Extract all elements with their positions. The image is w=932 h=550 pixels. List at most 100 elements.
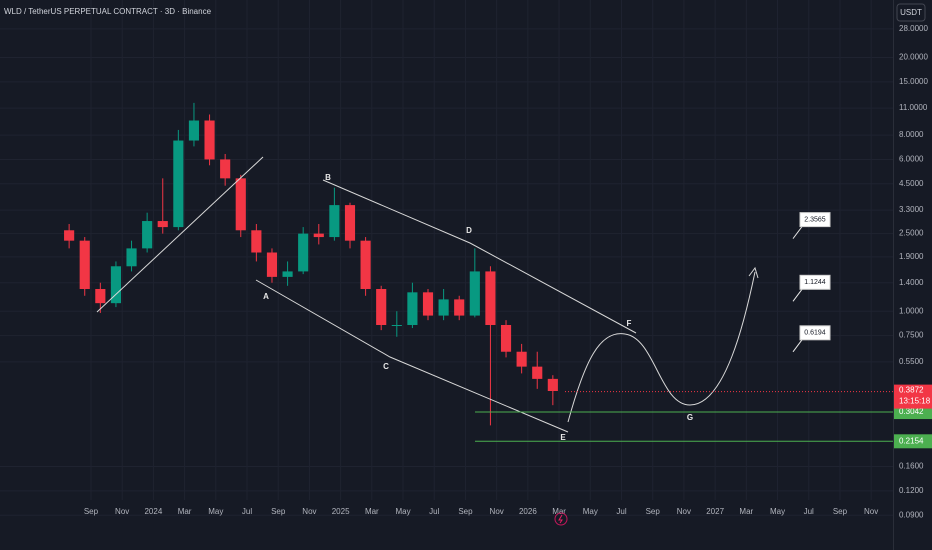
candle-body — [95, 289, 106, 304]
candle-body — [188, 120, 200, 141]
candle-body — [313, 233, 324, 238]
x-tick-label: Nov — [302, 507, 316, 516]
y-tick-label: 6.0000 — [899, 155, 924, 164]
target-pointer — [792, 339, 803, 353]
wave-label: E — [560, 433, 566, 442]
candle-body — [532, 366, 543, 379]
candle-body — [454, 299, 465, 316]
wave-label: B — [325, 173, 331, 182]
x-tick-label: Mar — [178, 507, 192, 516]
channel-lower — [255, 279, 569, 433]
y-tick-label: 3.3000 — [899, 205, 924, 214]
candle-body — [282, 271, 293, 277]
annotations: A B C D E F G — [96, 156, 759, 442]
candle-body — [251, 230, 262, 253]
wave-label: A — [263, 292, 269, 301]
candle-body — [407, 292, 418, 326]
currency-button[interactable] — [896, 3, 926, 22]
x-tick-label: Jul — [804, 507, 814, 516]
candle-body — [220, 159, 231, 179]
y-tick-label: 20.0000 — [899, 53, 928, 62]
candle-body — [500, 325, 512, 352]
y-tick-label: 0.5500 — [899, 357, 924, 366]
x-tick-label: Mar — [552, 507, 566, 516]
wave-label: C — [383, 362, 389, 371]
candle-body — [79, 240, 90, 290]
candle-body — [376, 289, 387, 326]
x-tick-label: Sep — [833, 507, 848, 516]
level-label: 0.3042 — [899, 407, 924, 416]
x-tick-label: Jul — [242, 507, 252, 516]
y-tick-label: 2.5000 — [899, 229, 924, 238]
y-tick-label: 28.0000 — [899, 24, 928, 33]
projection-arrow — [748, 266, 759, 279]
candle-body — [110, 266, 122, 304]
x-tick-label: Mar — [365, 507, 379, 516]
candle-body — [391, 325, 402, 327]
wave-label: F — [627, 319, 632, 328]
currency-label[interactable]: USDT — [900, 8, 922, 17]
x-tick-label: 2027 — [706, 507, 724, 516]
y-tick-label: 0.1200 — [899, 486, 924, 495]
y-tick-label: 1.9000 — [899, 252, 924, 261]
level-tag — [894, 434, 932, 449]
y-tick-label: 0.1600 — [899, 462, 924, 471]
candles — [64, 102, 558, 426]
x-tick-label: Jul — [616, 507, 626, 516]
last-price-label: 0.3872 — [899, 386, 924, 395]
candle-body — [157, 221, 168, 228]
x-tick-label: May — [583, 507, 598, 516]
axes: 28.0000 20.0000 15.0000 11.0000 8.0000 6.0000… — [84, 24, 932, 519]
x-tick-label: Sep — [646, 507, 661, 516]
x-tick-label: 2025 — [332, 507, 350, 516]
candle-body — [204, 120, 215, 160]
target-pointer — [792, 226, 803, 239]
trend-line — [96, 156, 264, 313]
target-label: 1.1244 — [804, 279, 826, 286]
candle-body — [547, 378, 558, 392]
x-tick-label: May — [395, 507, 410, 516]
y-tick-label: 11.0000 — [899, 103, 928, 112]
x-tick-label: 2024 — [144, 507, 162, 516]
projection-path — [567, 271, 756, 423]
x-tick-label: Mar — [739, 507, 753, 516]
x-tick-label: May — [208, 507, 223, 516]
y-tick-label: 15.0000 — [899, 77, 928, 86]
wave-label: G — [687, 413, 693, 422]
x-tick-label: 2026 — [519, 507, 537, 516]
target-box — [799, 325, 831, 341]
candle-body — [329, 205, 340, 238]
event-icon[interactable] — [554, 512, 568, 526]
candle-body — [235, 178, 246, 231]
target-label: 0.6194 — [804, 330, 826, 337]
y-tick-label: 0.0900 — [899, 510, 924, 519]
x-tick-label: Jul — [429, 507, 439, 516]
x-tick-label: Sep — [84, 507, 99, 516]
x-tick-label: Sep — [271, 507, 286, 516]
level-label: 0.2154 — [899, 436, 924, 445]
x-tick-label: Nov — [490, 507, 504, 516]
candle-body — [485, 271, 496, 326]
candle-body — [422, 292, 434, 316]
y-tick-label: 0.7500 — [899, 331, 924, 340]
event-bolt — [558, 514, 563, 524]
candle-body — [266, 252, 278, 277]
candle-body — [173, 140, 184, 228]
last-price-tag — [894, 384, 932, 409]
target-label: 2.3565 — [804, 216, 826, 223]
x-tick-label: May — [770, 507, 785, 516]
y-tick-label: 1.4000 — [899, 278, 924, 287]
grid — [0, 0, 893, 516]
wave-label: D — [466, 226, 472, 235]
x-tick-label: Sep — [458, 507, 473, 516]
candle-body — [298, 233, 309, 272]
channel-upper — [322, 179, 637, 334]
candle-body — [516, 351, 527, 367]
chart-title: WLD / TetherUS PERPETUAL CONTRACT · 3D ·… — [4, 7, 212, 16]
x-tick-label: Nov — [115, 507, 129, 516]
countdown-label: 13:15:18 — [899, 397, 931, 406]
x-tick-label: Nov — [864, 507, 878, 516]
